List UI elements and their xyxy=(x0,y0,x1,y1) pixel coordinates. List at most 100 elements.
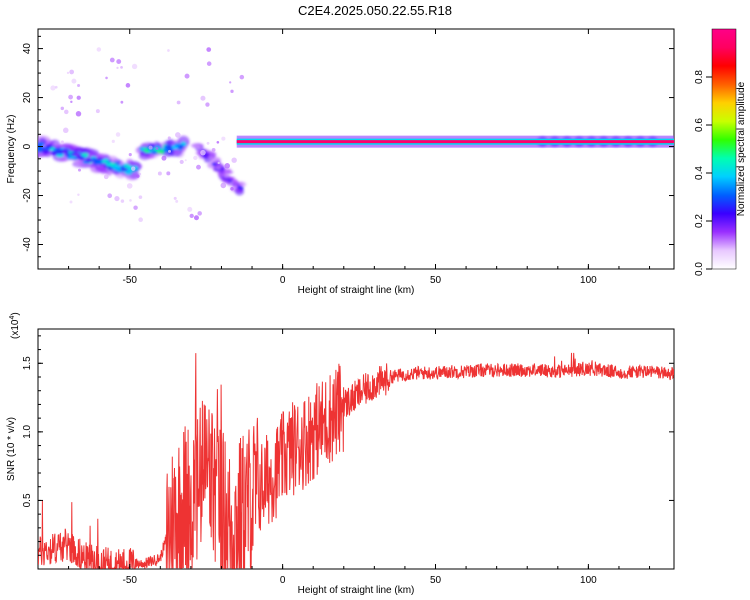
heatmap-speckle xyxy=(60,140,64,144)
heatmap-speckle xyxy=(155,146,159,150)
heatmap-speckle xyxy=(239,74,245,80)
branch-core xyxy=(216,166,221,170)
branch-core xyxy=(237,188,243,192)
heatmap-speckle xyxy=(138,217,143,223)
heatmap-speckle xyxy=(230,89,234,93)
heatmap-speckle xyxy=(120,100,124,104)
heatmap-speckle xyxy=(64,109,69,115)
heatmap-speckle xyxy=(129,199,132,202)
branch-core xyxy=(124,170,133,175)
heatmap-speckle xyxy=(76,95,81,100)
heatmap-speckle xyxy=(77,193,80,197)
heatmap-marks xyxy=(38,47,674,223)
heatmap-speckle xyxy=(68,94,73,100)
heatmap-ylabel: Frequency (Hz) xyxy=(6,115,17,184)
branch-core xyxy=(101,159,109,164)
branch-core xyxy=(163,148,170,153)
snr-ticks: -50 0 50 100 0.5 1.0 1.5 xyxy=(22,329,674,586)
branch-core xyxy=(85,158,93,163)
heatmap-ytick-label: -20 xyxy=(22,188,33,203)
branch-core xyxy=(151,150,158,155)
heatmap-speckle xyxy=(161,155,167,161)
colorbar-tick-label: 0.6 xyxy=(694,118,705,132)
heatmap-speckle xyxy=(111,139,115,143)
heatmap-speckle xyxy=(105,76,108,80)
heatmap-speckle xyxy=(115,132,121,137)
heatmap-speckle xyxy=(230,186,234,191)
snr-series-line xyxy=(38,352,674,569)
snr-ytick-label: 1.5 xyxy=(22,356,33,370)
heatmap-speckle xyxy=(187,206,193,212)
heatmap-speckle xyxy=(193,155,198,161)
branch-core xyxy=(91,157,99,162)
heatmap-speckle xyxy=(148,145,153,150)
heatmap-speckle xyxy=(166,171,171,176)
heatmap-speckle xyxy=(168,149,171,153)
colorbar-tick-label: 0.0 xyxy=(694,262,705,276)
colorbar-tick-label: 0.8 xyxy=(694,70,705,84)
colorbar: 0.0 0.2 0.4 0.6 0.8 Normalized spectral ampl… xyxy=(694,28,747,276)
branch-core xyxy=(38,148,43,153)
heatmap-speckle xyxy=(116,66,119,70)
heatmap-speckle xyxy=(131,63,138,70)
branch-core xyxy=(208,156,214,160)
heatmap-speckle xyxy=(220,182,227,189)
heatmap-speckle xyxy=(69,69,75,75)
heatmap-speckle xyxy=(175,132,181,138)
snr-xtick-label: -50 xyxy=(123,575,138,586)
snr-scale-factor: (x104) xyxy=(9,312,21,339)
heatmap-speckle xyxy=(75,111,82,117)
heatmap-speckle xyxy=(66,71,70,74)
heatmap-speckle xyxy=(206,141,210,145)
heatmap-ytick-label: -40 xyxy=(22,237,33,252)
heatmap-speckle xyxy=(70,100,73,104)
branch-core xyxy=(105,162,113,167)
heatmap-speckle xyxy=(69,200,73,204)
heatmap-ytick-label: 0 xyxy=(22,143,33,149)
branch-core xyxy=(50,151,58,156)
heatmap-xtick-label: -50 xyxy=(123,275,138,286)
branch-core xyxy=(45,144,53,149)
heatmap-speckle xyxy=(109,57,115,63)
heatmap-ytick-label: 40 xyxy=(22,43,33,55)
branch-core xyxy=(38,141,45,146)
snr-ylabel: SNR (10 * v/v) xyxy=(6,417,17,481)
branch-core xyxy=(73,152,81,157)
snr-scale-close: ) xyxy=(10,312,21,315)
heatmap-speckle xyxy=(221,136,226,141)
heatmap-speckle xyxy=(173,196,177,200)
heatmap-xtick-label: 0 xyxy=(280,275,286,286)
snr-xtick-label: 50 xyxy=(430,575,442,586)
heatmap-speckle xyxy=(77,168,82,172)
snr-panel: -50 0 50 100 0.5 1.0 1.5 Height of straight li… xyxy=(6,312,675,596)
heatmap-xlabel: Height of straight line (km) xyxy=(298,285,415,296)
heatmap-speckle xyxy=(136,174,140,178)
branch-core xyxy=(77,155,85,160)
heatmap-speckle xyxy=(231,157,237,163)
branch-core xyxy=(211,162,217,166)
heatmap-speckle xyxy=(217,161,220,165)
heatmap-speckle xyxy=(206,47,212,52)
heatmap-speckle xyxy=(50,85,56,91)
branch-core xyxy=(233,179,238,183)
heatmap-speckle xyxy=(193,215,199,221)
heatmap-panel: -50 0 50 100 -40 -20 0 20 40 Height of straight … xyxy=(6,28,675,296)
snr-plot-area xyxy=(38,352,674,569)
branch-core xyxy=(224,174,230,178)
heatmap-speckle xyxy=(54,85,58,89)
heatmap-ticks: -50 0 50 100 -40 -20 0 20 40 xyxy=(22,29,674,286)
colorbar-tick-label: 0.2 xyxy=(694,214,705,228)
heatmap-speckle xyxy=(95,109,100,114)
heatmap-speckle xyxy=(62,127,69,134)
steady-line-core xyxy=(236,140,674,144)
snr-scale-exp: 4 xyxy=(9,316,16,320)
branch-core xyxy=(42,149,50,154)
heatmap-speckle xyxy=(167,136,171,140)
colorbar-strip xyxy=(711,28,737,270)
branch-core xyxy=(232,182,238,186)
heatmap-speckle xyxy=(157,171,162,176)
heatmap-speckle xyxy=(138,172,142,176)
heatmap-speckle xyxy=(179,159,184,165)
heatmap-speckle xyxy=(216,140,220,144)
